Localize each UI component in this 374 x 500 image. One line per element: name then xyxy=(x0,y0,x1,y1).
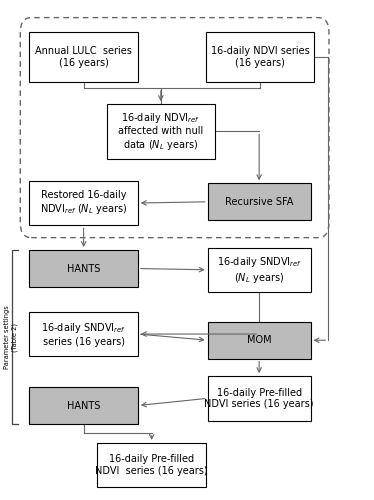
Text: 16-daily Pre-filled
NDVI  series (16 years): 16-daily Pre-filled NDVI series (16 year… xyxy=(95,454,208,476)
FancyBboxPatch shape xyxy=(30,387,138,424)
FancyBboxPatch shape xyxy=(208,376,310,420)
FancyBboxPatch shape xyxy=(206,32,314,82)
Text: MOM: MOM xyxy=(247,335,272,345)
Text: Restored 16-daily
NDVI$_{ref}$ ($N_L$ years): Restored 16-daily NDVI$_{ref}$ ($N_L$ ye… xyxy=(40,190,127,216)
Text: 16-daily SNDVI$_{ref}$
series (16 years): 16-daily SNDVI$_{ref}$ series (16 years) xyxy=(41,322,126,347)
Text: HANTS: HANTS xyxy=(67,400,100,410)
FancyBboxPatch shape xyxy=(208,322,310,359)
FancyBboxPatch shape xyxy=(98,443,206,488)
FancyBboxPatch shape xyxy=(30,181,138,226)
Text: Recursive SFA: Recursive SFA xyxy=(225,197,293,207)
FancyBboxPatch shape xyxy=(208,248,310,292)
Text: 16-daily SNDVI$_{ref}$
($N_L$ years): 16-daily SNDVI$_{ref}$ ($N_L$ years) xyxy=(217,255,302,285)
FancyBboxPatch shape xyxy=(30,32,138,82)
FancyBboxPatch shape xyxy=(30,250,138,287)
Text: 16-daily Pre-filled
NDVI series (16 years): 16-daily Pre-filled NDVI series (16 year… xyxy=(204,388,314,409)
FancyBboxPatch shape xyxy=(208,183,310,220)
Text: Annual LULC  series
(16 years): Annual LULC series (16 years) xyxy=(35,46,132,68)
FancyBboxPatch shape xyxy=(107,104,215,158)
Text: HANTS: HANTS xyxy=(67,264,100,274)
Text: 16-daily NDVI series
(16 years): 16-daily NDVI series (16 years) xyxy=(211,46,309,68)
FancyBboxPatch shape xyxy=(30,312,138,356)
Text: Parameter settings
(Table 2): Parameter settings (Table 2) xyxy=(4,305,18,369)
Text: 16-daily NDVI$_{ref}$
affected with null
data ($N_L$ years): 16-daily NDVI$_{ref}$ affected with null… xyxy=(118,110,203,152)
